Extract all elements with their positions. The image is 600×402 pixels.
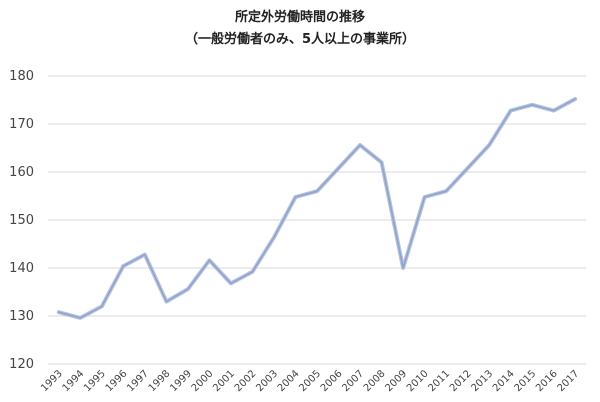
x-tick-label: 1995	[82, 368, 108, 394]
x-tick-label: 2017	[556, 368, 582, 394]
x-tick-label: 2009	[383, 368, 409, 394]
x-tick-label: 1993	[39, 368, 65, 394]
x-tick-label: 2007	[340, 368, 366, 394]
x-tick-label: 1996	[104, 368, 130, 394]
y-tick-label: 120	[9, 357, 34, 372]
x-tick-label: 2016	[534, 368, 560, 394]
x-tick-label: 1999	[168, 368, 194, 394]
x-tick-label: 2010	[405, 368, 431, 394]
x-tick-label: 2015	[513, 368, 539, 394]
series-line	[57, 98, 577, 319]
y-tick-label: 140	[9, 261, 34, 276]
x-tick-label: 1994	[61, 368, 87, 394]
x-tick-label: 1998	[147, 368, 173, 394]
chart-title: 所定外労働時間の推移	[234, 10, 365, 25]
x-tick-label: 2001	[211, 368, 237, 394]
x-tick-label: 2003	[254, 368, 280, 394]
y-tick-label: 130	[9, 309, 34, 324]
x-tick-label: 2005	[297, 368, 323, 394]
x-tick-label: 2004	[276, 368, 302, 394]
y-tick-label: 180	[9, 69, 34, 84]
x-tick-label: 2014	[491, 368, 517, 394]
x-tick-label: 2008	[362, 368, 388, 394]
chart-title-block: 所定外労働時間の推移 （一般労働者のみ、5人以上の事業所）	[0, 8, 600, 50]
y-tick-label: 160	[9, 165, 34, 180]
x-tick-label: 2000	[190, 368, 216, 394]
x-tick-label: 2002	[233, 368, 259, 394]
x-tick-label: 2012	[448, 368, 474, 394]
x-tick-label: 1997	[125, 368, 151, 394]
y-tick-label: 170	[9, 117, 34, 132]
y-tick-label: 150	[9, 213, 34, 228]
x-tick-label: 2011	[426, 368, 452, 394]
chart-subtitle: （一般労働者のみ、5人以上の事業所）	[184, 32, 416, 47]
x-tick-label: 2006	[319, 368, 345, 394]
x-tick-label: 2013	[470, 368, 496, 394]
